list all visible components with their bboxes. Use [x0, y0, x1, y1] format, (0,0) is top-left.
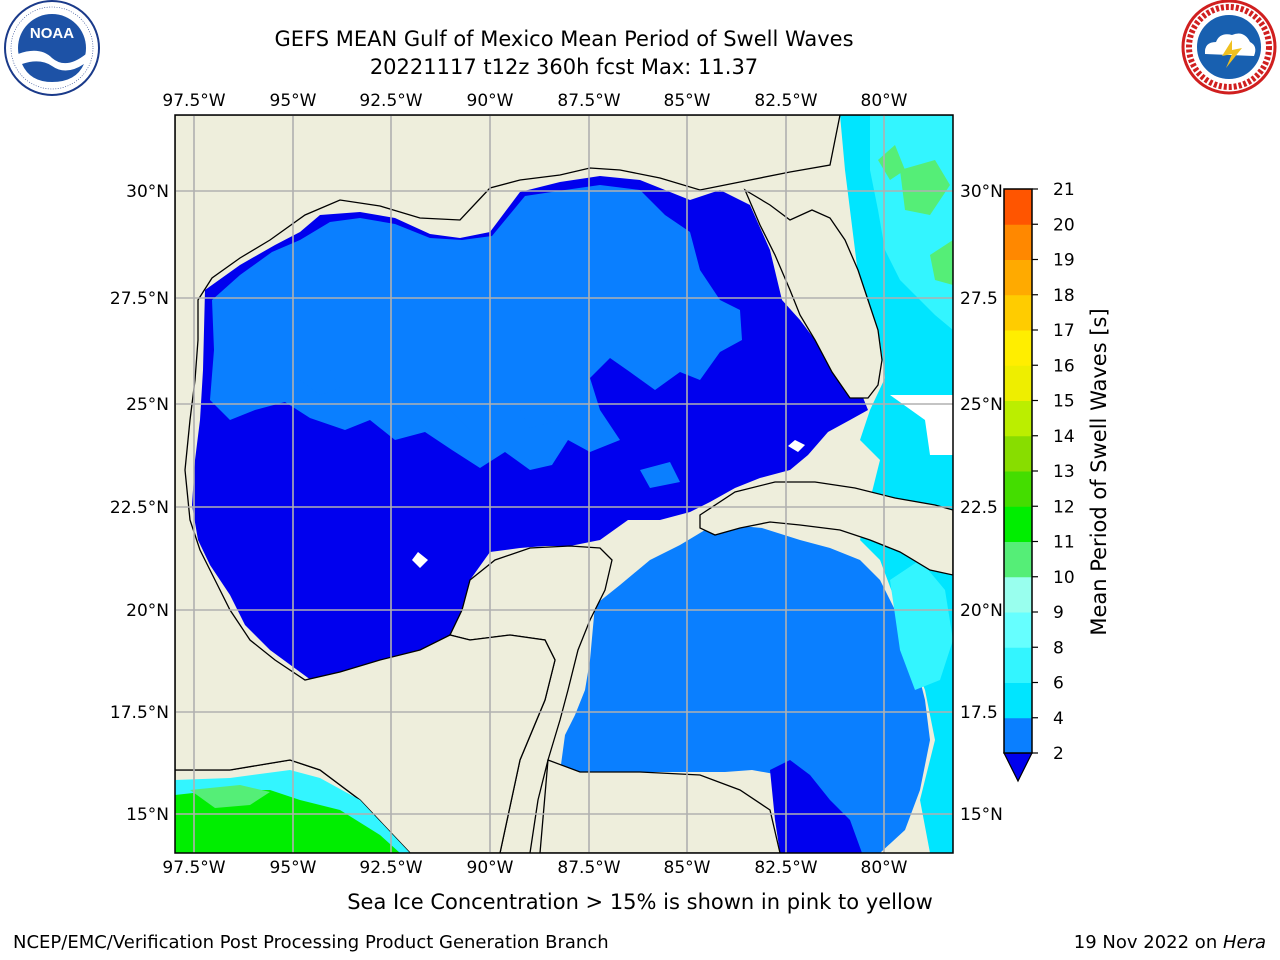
lat-label: 25°N [126, 395, 169, 415]
colorbar-tick-label: 4 [1053, 709, 1064, 729]
colorbar-band [1004, 612, 1032, 648]
map-area [175, 115, 953, 853]
colorbar-label: Mean Period of Swell Waves [s] [1087, 308, 1111, 635]
lon-label: 95°W [270, 858, 317, 878]
graticule [175, 115, 953, 853]
gulf-swell-2-4s-north [210, 185, 742, 470]
colorbar-tick-label: 14 [1053, 427, 1075, 447]
map-frame [174, 114, 954, 854]
colorbar-tick-label: 20 [1053, 215, 1075, 235]
gulf-swell-under-2s-caribbean-east [770, 760, 862, 853]
lat-label: 27.5°N [110, 289, 169, 309]
pacific-swell-9-10s [190, 785, 270, 808]
colorbar-band [1004, 330, 1032, 366]
map-title: GEFS MEAN Gulf of Mexico Mean Period of … [274, 27, 854, 51]
colorbar-tick-label: 2 [1053, 744, 1064, 764]
date-text: 19 Nov 2022 on [1073, 932, 1223, 953]
noaa-logo-text: NOAA [30, 25, 74, 42]
colorbar-tick-labels: 2 4 6 8 9 10 11 12 13 14 15 16 17 18 19 20 21 [1032, 180, 1075, 764]
colorbar-tick-label: 6 [1053, 674, 1064, 694]
mexico-west-land [175, 115, 953, 853]
lon-label: 97.5°W [162, 91, 225, 111]
colorbar-tick-label: 9 [1053, 603, 1064, 623]
lon-label: 92.5°W [359, 91, 422, 111]
colorbar-band [1004, 365, 1032, 401]
lat-label: 22.5 [960, 498, 998, 518]
map-subtitle: 20221117 t12z 360h fcst Max: 11.37 [369, 55, 759, 79]
colorbar-under-triangle [1003, 752, 1033, 783]
colorbar-band [1004, 647, 1032, 683]
lon-label: 87.5°W [557, 858, 620, 878]
lon-label: 82.5°W [754, 858, 817, 878]
colorbar-tick-label: 16 [1053, 356, 1075, 376]
lon-labels-top: 97.5°W 95°W 92.5°W 90°W 87.5°W 85°W 82.5… [162, 91, 907, 111]
colorbar-tick-label: 17 [1053, 321, 1075, 341]
lat-label: 15°N [126, 805, 169, 825]
cuba-land [699, 481, 953, 576]
colorbar-tick-label: 12 [1053, 497, 1075, 517]
lat-label: 30°N [960, 182, 1003, 202]
atlantic-swell-9-10s [878, 145, 953, 285]
lon-label: 90°W [467, 858, 514, 878]
colorbar-band [1004, 224, 1032, 260]
national-weather-service-logo [1181, 0, 1277, 95]
colorbar-tick-label: 8 [1053, 638, 1064, 658]
lon-label: 87.5°W [557, 91, 620, 111]
colorbar-band [1004, 506, 1032, 542]
lon-label: 92.5°W [359, 858, 422, 878]
colorbar-band [1004, 435, 1032, 472]
gulf-swell-2-4s-caribbean [560, 525, 930, 853]
florida-land [743, 188, 883, 399]
colorbar-band [1004, 294, 1032, 331]
lon-label: 80°W [861, 858, 908, 878]
date-line: 19 Nov 2022 on Hera [1074, 932, 1266, 953]
lat-labels-right: 15°N 17.5 20°N 22.5 25°N 27.5 30°N [960, 182, 1003, 825]
colorbar-tick-label: 13 [1053, 462, 1075, 482]
lat-label: 20°N [126, 601, 169, 621]
host-name: Hera [1222, 932, 1266, 953]
lat-label: 17.5 [960, 703, 998, 723]
noaa-logo: NOAA [4, 0, 100, 96]
lon-label: 90°W [467, 91, 514, 111]
lat-label: 17.5°N [110, 703, 169, 723]
colorbar-tick-label: 19 [1053, 251, 1075, 271]
colorbar-tick-label: 10 [1053, 568, 1075, 588]
credit-line: NCEP/EMC/Verification Post Processing Pr… [13, 932, 609, 953]
lat-label: 30°N [126, 182, 169, 202]
lon-label: 82.5°W [754, 91, 817, 111]
lon-label: 80°W [861, 91, 908, 111]
colorbar-band [1004, 471, 1032, 507]
colorbar-tick-label: 15 [1053, 392, 1075, 412]
lon-labels-bottom: 97.5°W 95°W 92.5°W 90°W 87.5°W 85°W 82.5… [162, 858, 907, 878]
lat-labels-left: 15°N 17.5°N 20°N 22.5°N 25°N 27.5°N 30°N [110, 182, 169, 825]
central-america-land [539, 759, 781, 853]
lon-label: 85°W [664, 858, 711, 878]
lon-label: 97.5°W [162, 858, 225, 878]
colorbar-band [1004, 189, 1032, 225]
colorbar-tick-label: 11 [1053, 533, 1075, 553]
colorbar-band [1004, 259, 1032, 296]
colorbar-band [1004, 682, 1032, 719]
lat-label: 22.5°N [110, 498, 169, 518]
colorbar-band [1004, 541, 1032, 578]
lat-label: 25°N [960, 395, 1003, 415]
sea-ice-note: Sea Ice Concentration > 15% is shown in … [347, 890, 933, 914]
lat-label: 15°N [960, 805, 1003, 825]
lat-label: 20°N [960, 601, 1003, 621]
colorbar-band [1004, 576, 1032, 613]
colorbar-band [1004, 400, 1032, 437]
colorbar-band [1004, 717, 1032, 754]
lon-label: 85°W [664, 91, 711, 111]
colorbar-tick-label: 18 [1053, 286, 1075, 306]
colorbar-tick-label: 21 [1053, 180, 1075, 200]
lat-label: 27.5 [960, 289, 998, 309]
colorbar [1003, 188, 1033, 783]
lon-label: 95°W [270, 91, 317, 111]
